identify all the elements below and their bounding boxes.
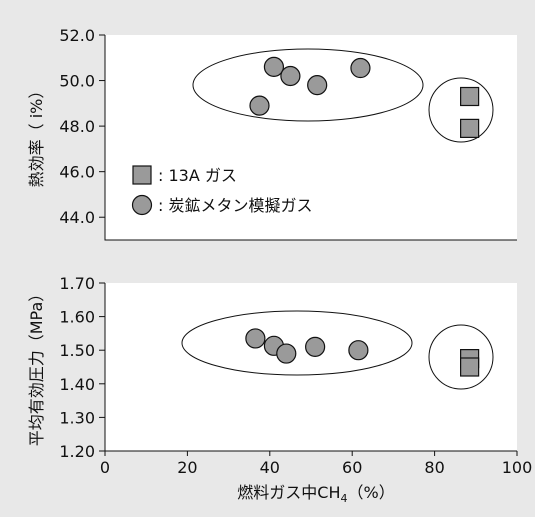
bottom-y-tick-label: 1.30 [59,408,95,427]
bottom-methane-point [245,328,266,349]
top-y-tick-label: 46.0 [59,163,95,182]
top-y-tick-label: 50.0 [59,72,95,91]
x-tick-label: 20 [177,458,197,477]
top-y-tick-label: 52.0 [59,26,95,45]
bottom-y-ticks: 1.20 1.30 1.40 1.50 1.60 1.70 [59,274,105,461]
bottom-y-axis-title: 平均有効圧力（MPa） [27,286,46,447]
bottom-y-tick-label: 1.50 [59,341,95,360]
x-axis-title-tail: （%） [348,483,395,502]
top-13a-group-circle [428,77,494,143]
top-methane-point [307,75,328,96]
bottom-y-tick-label: 1.40 [59,375,95,394]
bottom-methane-point [276,343,297,364]
x-axis-title-sub: 4 [341,492,348,505]
top-13a-point [460,86,480,107]
top-y-tick-label: 48.0 [59,117,95,136]
legend-label-methane: : 炭鉱メタン模擬ガス [158,196,312,215]
x-axis-title-main: 燃料ガス中CH [237,483,340,502]
legend: : 13A ガス : 炭鉱メタン模擬ガス [131,165,312,216]
top-methane-point [263,56,285,77]
bottom-13a-point [460,357,480,377]
x-tick-label: 80 [424,458,444,477]
top-plot-area [105,35,517,240]
x-tick-label: 0 [100,458,110,477]
legend-label-13a: : 13A ガス [158,166,237,185]
top-markers [249,56,480,138]
bottom-13a-group-circle [428,324,494,390]
x-tick-label: 60 [342,458,362,477]
bottom-y-tick-label: 1.20 [59,442,95,461]
x-axis-title: 燃料ガス中CH4（%） [237,483,394,505]
bottom-markers [245,328,480,377]
top-13a-point [460,118,480,138]
top-methane-point [280,65,301,87]
top-y-ticks: 44.0 46.0 48.0 50.0 52.0 [59,26,105,227]
x-tick-label: 100 [502,458,533,477]
top-methane-group-ellipse [192,48,424,122]
bottom-y-tick-label: 1.60 [59,308,95,327]
legend-circle-icon [131,194,153,216]
bottom-methane-point [348,340,369,361]
top-methane-point [350,57,371,79]
bottom-methane-point [305,336,326,357]
top-y-axis-title: 熱効率（ i%） [27,83,46,188]
top-y-axis [104,35,517,241]
bottom-methane-group-ellipse [181,310,413,376]
x-ticks: 0 20 40 60 80 100 [100,451,532,477]
bottom-y-tick-label: 1.70 [59,274,95,293]
x-tick-label: 40 [260,458,280,477]
bottom-axes: 1.20 1.30 1.40 1.50 1.60 1.70 0 20 40 60 80 100 平均… [27,274,532,505]
top-axes: 44.0 46.0 48.0 50.0 52.0 熱効率（ i%） [27,26,517,241]
top-y-tick-label: 44.0 [59,208,95,227]
top-methane-point [249,95,270,116]
bottom-plot-area [105,283,517,451]
legend-square-icon [132,165,152,185]
